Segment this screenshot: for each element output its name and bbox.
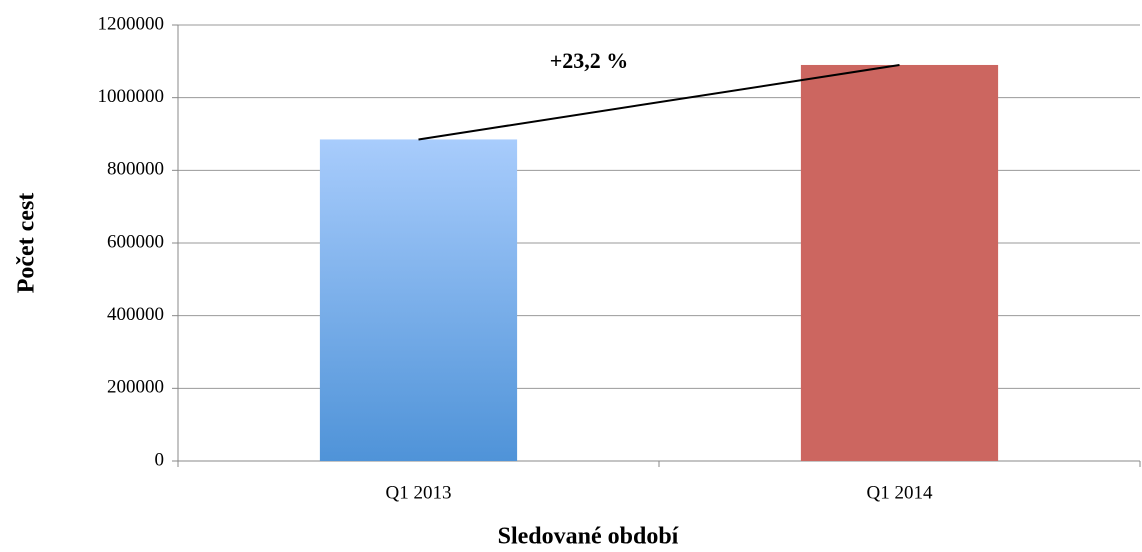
y-tick-label: 0 — [155, 449, 165, 470]
bar — [800, 64, 999, 461]
y-tick-label: 600000 — [107, 231, 164, 252]
x-tick-label: Q1 2014 — [867, 482, 933, 503]
annotation: +23,2 % — [550, 48, 629, 73]
x-tick-label: Q1 2013 — [386, 482, 452, 503]
y-tick-label: 1200000 — [98, 13, 165, 34]
y-tick-label: 400000 — [107, 304, 164, 325]
annotation-line — [418, 63, 900, 141]
y-tick-label: 1000000 — [98, 86, 165, 107]
y-axis-title: Počet cest — [14, 193, 40, 294]
y-tick-label: 800000 — [107, 159, 164, 180]
x-axis-title: Sledované období — [498, 524, 679, 550]
y-tick-label: 200000 — [107, 377, 164, 398]
bar — [319, 139, 518, 461]
